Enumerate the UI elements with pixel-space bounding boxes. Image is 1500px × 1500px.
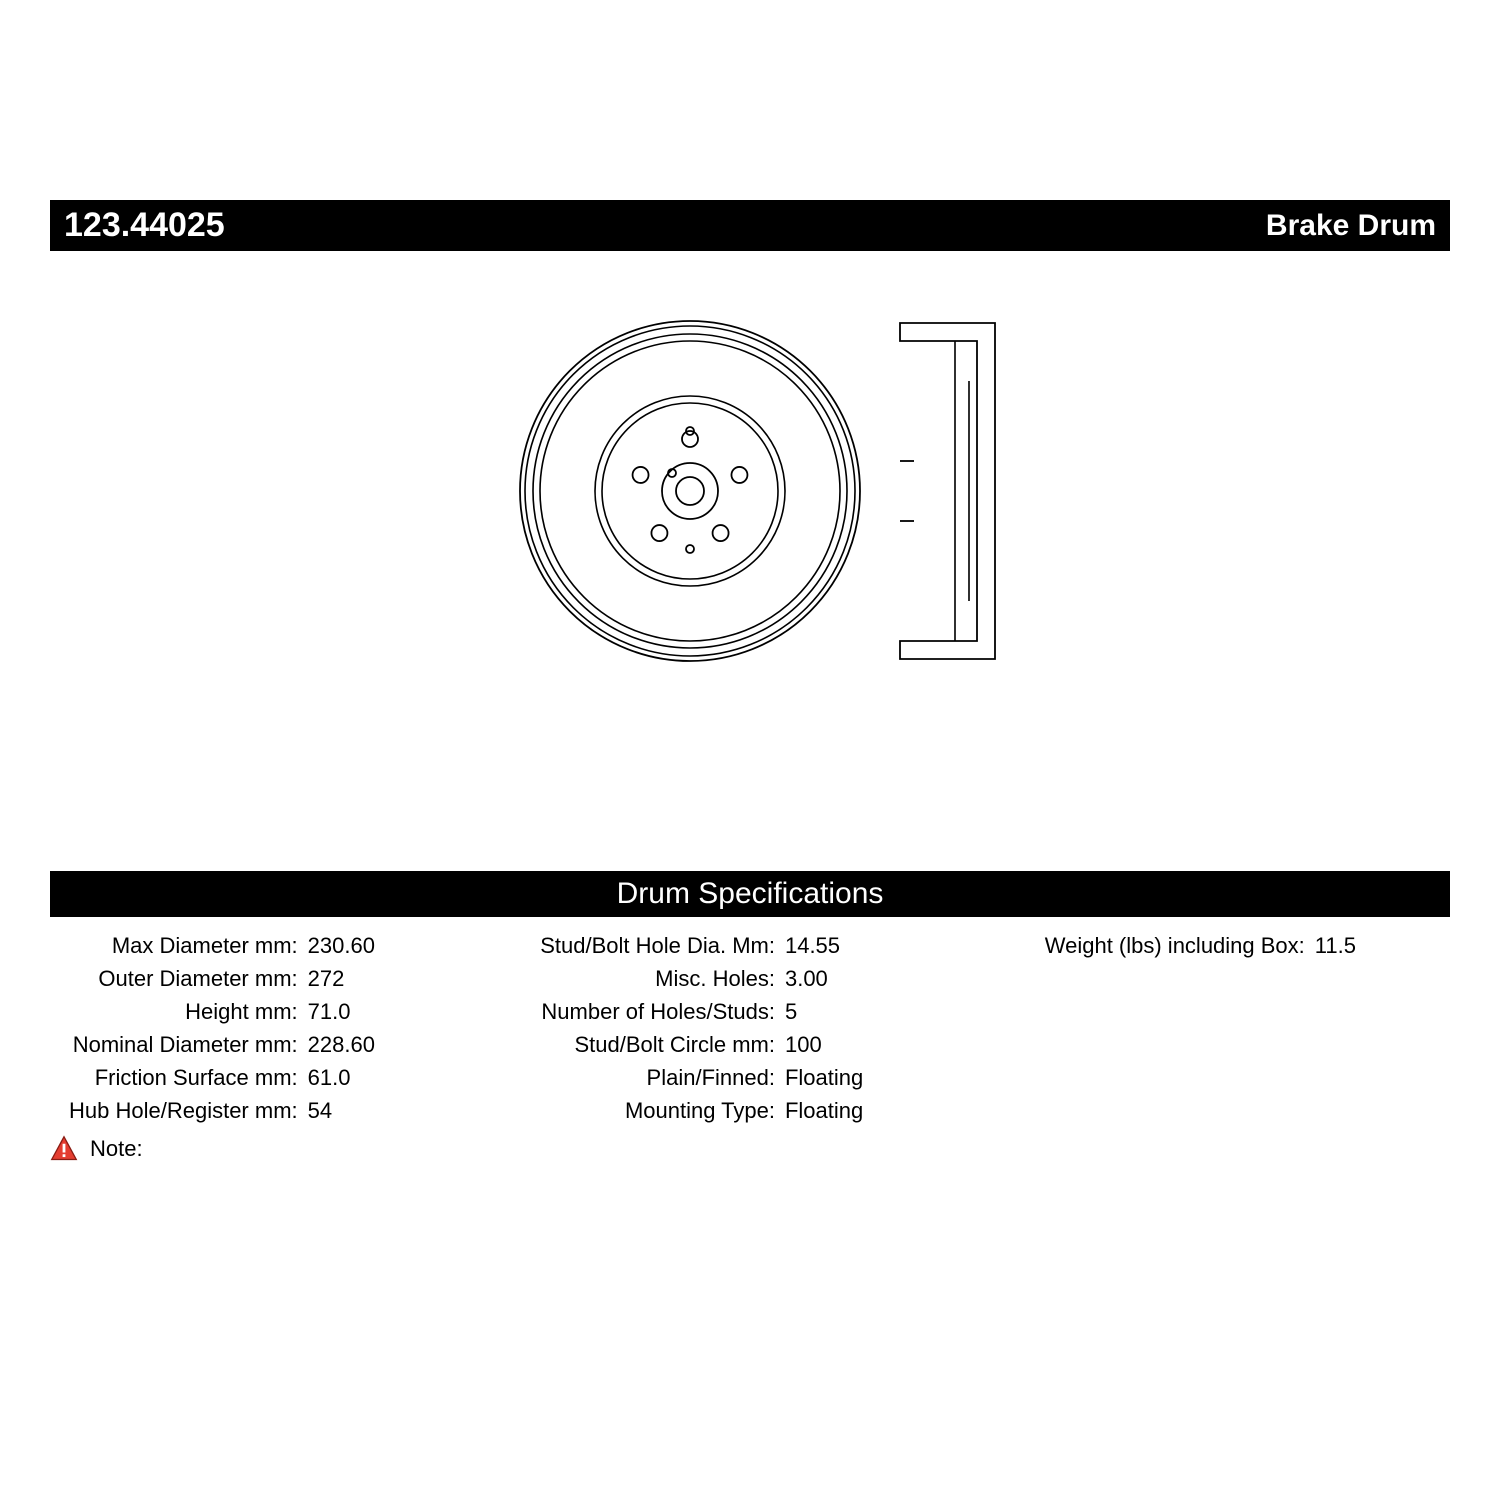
spec-value: 3.00 (785, 962, 969, 995)
note-label: Note: (90, 1136, 143, 1162)
spec-row: Plain/Finned:Floating (531, 1061, 968, 1094)
note-row: Note: (50, 1135, 1450, 1163)
spec-value: 14.55 (785, 929, 969, 962)
spec-row: Stud/Bolt Circle mm:100 (531, 1028, 968, 1061)
spec-row: Weight (lbs) including Box:11.5 (1009, 929, 1446, 962)
product-title: Brake Drum (1266, 209, 1436, 243)
diagram-area (50, 311, 1450, 671)
spec-row: Hub Hole/Register mm:54 (54, 1094, 491, 1127)
spec-value: Floating (785, 1061, 969, 1094)
spec-row: Stud/Bolt Hole Dia. Mm:14.55 (531, 929, 968, 962)
spec-value: 54 (308, 1094, 492, 1127)
spec-value: 228.60 (308, 1028, 492, 1061)
spec-column-1: Max Diameter mm:230.60Outer Diameter mm:… (54, 929, 491, 1127)
spec-label: Stud/Bolt Hole Dia. Mm: (531, 929, 785, 962)
spec-row: Outer Diameter mm:272 (54, 962, 491, 995)
spec-row: Height mm:71.0 (54, 995, 491, 1028)
spec-label: Mounting Type: (531, 1094, 785, 1127)
header-bar: 123.44025 Brake Drum (50, 200, 1450, 251)
spec-value: 230.60 (308, 929, 492, 962)
spec-label: Weight (lbs) including Box: (1009, 929, 1315, 962)
warning-icon (50, 1135, 78, 1163)
spec-row: Friction Surface mm:61.0 (54, 1061, 491, 1094)
spec-label: Number of Holes/Studs: (531, 995, 785, 1028)
spec-columns: Max Diameter mm:230.60Outer Diameter mm:… (50, 929, 1450, 1127)
spec-label: Outer Diameter mm: (54, 962, 308, 995)
spec-row: Misc. Holes:3.00 (531, 962, 968, 995)
spec-value: 5 (785, 995, 969, 1028)
spec-row: Max Diameter mm:230.60 (54, 929, 491, 962)
spec-column-2: Stud/Bolt Hole Dia. Mm:14.55Misc. Holes:… (531, 929, 968, 1127)
spec-label: Max Diameter mm: (54, 929, 308, 962)
spec-label: Plain/Finned: (531, 1061, 785, 1094)
spec-value: 100 (785, 1028, 969, 1061)
spec-label: Stud/Bolt Circle mm: (531, 1028, 785, 1061)
spec-sheet: 123.44025 Brake Drum Drum Specifications… (50, 50, 1450, 1163)
spec-value: 71.0 (308, 995, 492, 1028)
spec-value: Floating (785, 1094, 969, 1127)
part-number: 123.44025 (64, 206, 225, 245)
spec-label: Hub Hole/Register mm: (54, 1094, 308, 1127)
spec-value: 61.0 (308, 1061, 492, 1094)
spec-label: Friction Surface mm: (54, 1061, 308, 1094)
brake-drum-diagram (470, 311, 1030, 671)
spec-row: Mounting Type:Floating (531, 1094, 968, 1127)
spec-section-header: Drum Specifications (50, 871, 1450, 917)
spec-label: Height mm: (54, 995, 308, 1028)
spec-value: 11.5 (1315, 929, 1446, 962)
spec-value: 272 (308, 962, 492, 995)
spec-label: Misc. Holes: (531, 962, 785, 995)
spec-column-3: Weight (lbs) including Box:11.5 (1009, 929, 1446, 1127)
spec-row: Nominal Diameter mm:228.60 (54, 1028, 491, 1061)
spec-row: Number of Holes/Studs:5 (531, 995, 968, 1028)
spec-label: Nominal Diameter mm: (54, 1028, 308, 1061)
